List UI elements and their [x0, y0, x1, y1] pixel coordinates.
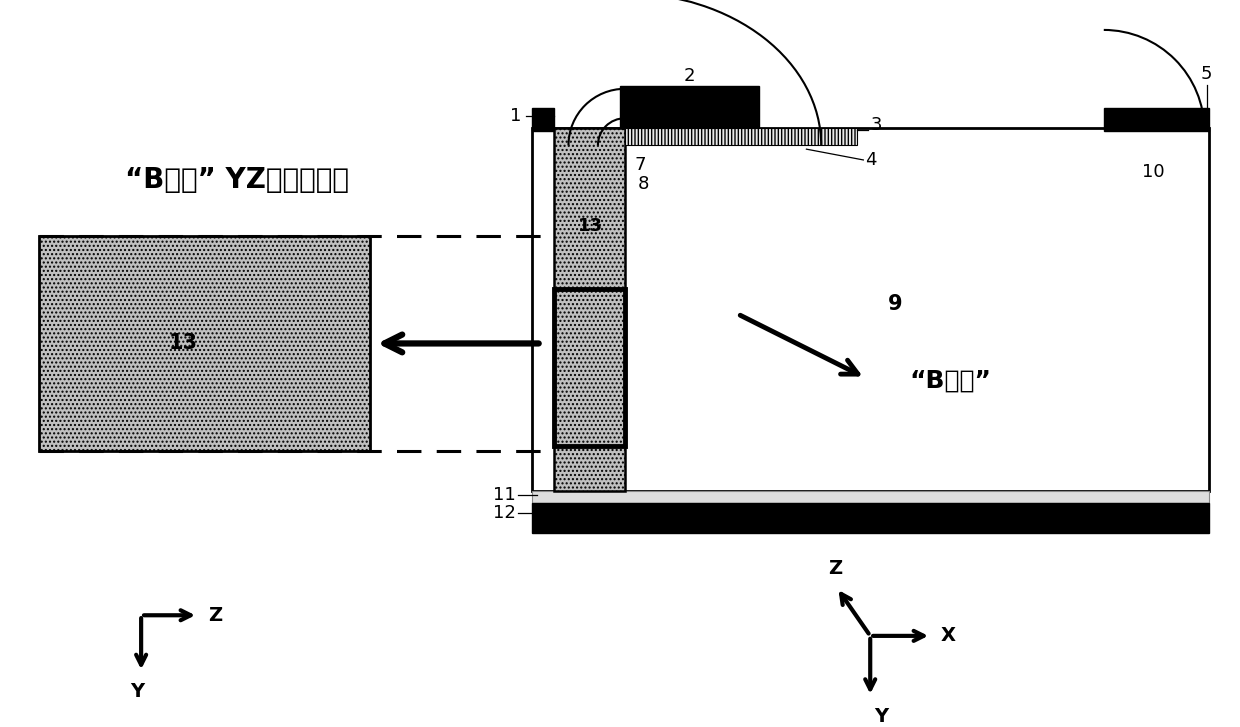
- Bar: [532, 127, 1209, 491]
- Text: 9: 9: [888, 294, 901, 314]
- Bar: [554, 289, 625, 446]
- Text: 3: 3: [870, 116, 882, 134]
- Text: 1: 1: [511, 107, 522, 125]
- Text: 11: 11: [494, 486, 516, 504]
- Bar: [532, 108, 554, 131]
- Text: X: X: [941, 627, 956, 646]
- Text: 12: 12: [494, 505, 516, 522]
- Bar: [1104, 108, 1209, 131]
- Bar: [620, 87, 759, 127]
- Text: 2: 2: [684, 67, 696, 84]
- Bar: [532, 491, 1209, 503]
- Text: 8: 8: [637, 175, 649, 193]
- Text: 13: 13: [169, 334, 198, 353]
- Text: “B区域”: “B区域”: [909, 369, 992, 393]
- Text: “B区域” YZ平面示意图: “B区域” YZ平面示意图: [125, 166, 350, 193]
- Bar: [40, 236, 370, 451]
- Text: Y: Y: [874, 707, 888, 726]
- Text: 13: 13: [578, 217, 603, 235]
- Text: 5: 5: [1202, 65, 1213, 83]
- Bar: [532, 503, 1209, 533]
- Text: 7: 7: [635, 156, 646, 174]
- Text: Y: Y: [130, 682, 144, 701]
- Text: 10: 10: [1142, 163, 1164, 181]
- Text: 4: 4: [866, 151, 877, 169]
- Text: Z: Z: [208, 606, 222, 624]
- Bar: [554, 127, 625, 491]
- Text: Z: Z: [828, 559, 842, 578]
- Bar: [625, 127, 858, 145]
